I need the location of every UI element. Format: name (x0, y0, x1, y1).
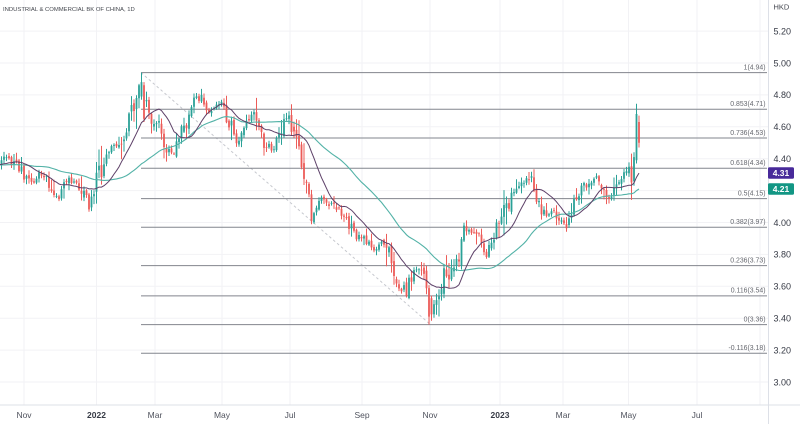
svg-text:Nov: Nov (422, 410, 438, 420)
svg-text:Nov: Nov (16, 410, 32, 420)
svg-text:4.60: 4.60 (774, 122, 792, 132)
svg-text:HKD: HKD (774, 3, 790, 12)
svg-text:4.40: 4.40 (774, 154, 792, 164)
svg-text:0(3.36): 0(3.36) (744, 316, 766, 323)
svg-text:4.00: 4.00 (774, 218, 792, 228)
svg-text:Sep: Sep (354, 410, 369, 420)
svg-text:0.382(3.97): 0.382(3.97) (730, 219, 765, 226)
svg-text:Jul: Jul (285, 410, 296, 420)
svg-text:-0.116(3.18): -0.116(3.18) (728, 345, 765, 352)
svg-text:4.21: 4.21 (773, 184, 790, 194)
svg-text:0.853(4.71): 0.853(4.71) (730, 101, 765, 108)
svg-text:3.00: 3.00 (774, 377, 792, 387)
svg-text:Jul: Jul (692, 410, 703, 420)
svg-text:1(4.94): 1(4.94) (744, 64, 766, 71)
svg-text:0.116(3.54): 0.116(3.54) (731, 288, 766, 295)
svg-text:3.20: 3.20 (774, 345, 792, 355)
svg-text:3.40: 3.40 (774, 314, 792, 324)
svg-text:May: May (620, 410, 637, 420)
svg-text:5.00: 5.00 (774, 58, 792, 68)
svg-text:Mar: Mar (148, 410, 163, 420)
svg-text:4.80: 4.80 (774, 90, 792, 100)
svg-text:3.80: 3.80 (774, 250, 792, 260)
svg-text:May: May (214, 410, 231, 420)
svg-text:3.60: 3.60 (774, 282, 792, 292)
svg-text:0.236(3.73): 0.236(3.73) (730, 257, 765, 264)
svg-text:2023: 2023 (491, 410, 510, 420)
svg-text:0.5(4.15): 0.5(4.15) (738, 190, 766, 197)
svg-text:INDUSTRIAL & COMMERCIAL BK OF: INDUSTRIAL & COMMERCIAL BK OF CHINA, 1D (3, 7, 135, 13)
svg-text:Mar: Mar (556, 410, 571, 420)
svg-text:4.31: 4.31 (773, 168, 790, 178)
svg-text:0.736(4.53): 0.736(4.53) (730, 130, 765, 137)
svg-text:5.20: 5.20 (774, 26, 792, 36)
svg-text:0.618(4.34): 0.618(4.34) (730, 160, 765, 167)
svg-text:2022: 2022 (87, 410, 106, 420)
